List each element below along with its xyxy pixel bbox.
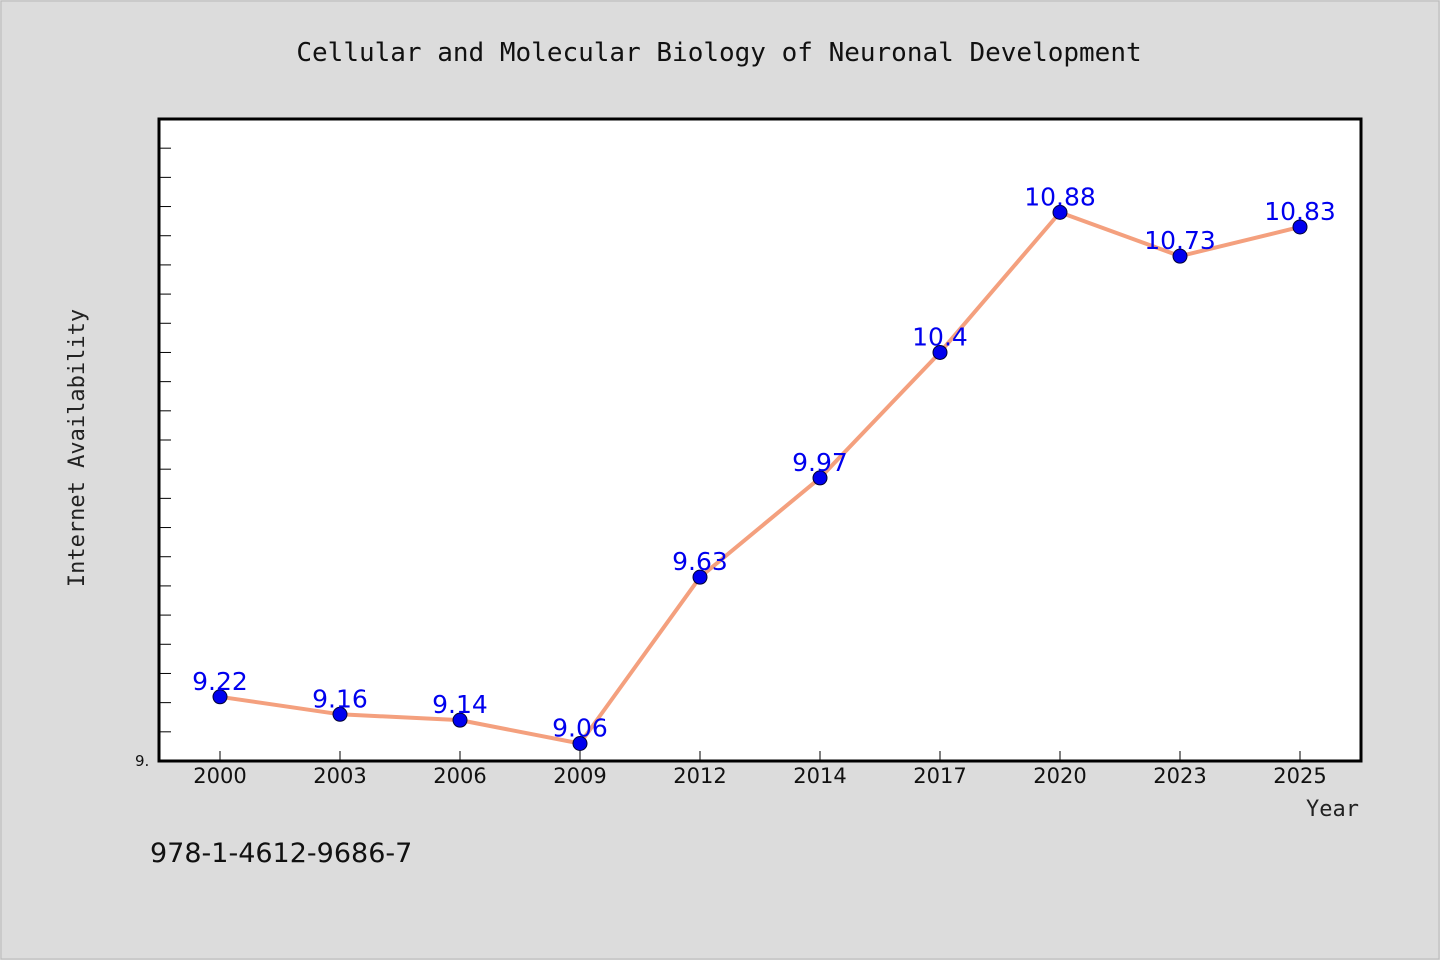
x-tick-label: 2012 [673, 764, 726, 788]
x-tick-label: 2000 [193, 764, 246, 788]
data-label: 9.06 [552, 713, 608, 742]
x-tick-label: 2025 [1273, 764, 1326, 788]
data-label: 10.4 [912, 322, 968, 351]
data-label: 10.73 [1144, 226, 1216, 255]
x-tick-label: 2009 [553, 764, 606, 788]
data-label: 9.63 [672, 547, 728, 576]
y-tick-label: 9. [135, 752, 149, 770]
data-point [812, 470, 828, 486]
x-tick-label: 2020 [1033, 764, 1086, 788]
data-point [212, 689, 228, 705]
series-markers [212, 204, 1308, 751]
data-label: 10.88 [1024, 182, 1096, 211]
plot-area [157, 117, 1363, 763]
x-tick-label: 2003 [313, 764, 366, 788]
chart-title: Cellular and Molecular Biology of Neuron… [296, 38, 1141, 68]
data-label: 9.97 [792, 448, 848, 477]
series-line [218, 210, 1302, 746]
data-label: 9.16 [312, 684, 368, 713]
data-point [332, 706, 348, 722]
x-tick-label: 2006 [433, 764, 486, 788]
caption-text: 978-1-4612-9686-7 [150, 838, 412, 869]
data-point [1052, 204, 1068, 220]
data-label: 9.14 [432, 690, 488, 719]
y-axis-ticks [159, 118, 171, 762]
data-point [1172, 248, 1188, 264]
x-tick-label: 2014 [793, 764, 846, 788]
data-point [572, 735, 588, 751]
y-axis-label: Internet Availability [65, 309, 90, 587]
x-tick-label: 2017 [913, 764, 966, 788]
data-labels: 9.22 9.16 9.14 9.06 9.63 9.97 10.4 10.88 10.73 10… [192, 182, 1336, 742]
data-point [692, 569, 708, 585]
data-label: 9.22 [192, 667, 248, 696]
x-tick-label: 2023 [1153, 764, 1206, 788]
x-axis-label: Year [1306, 797, 1359, 822]
data-label: 10.83 [1264, 197, 1336, 226]
data-point [452, 712, 468, 728]
x-axis-ticks: 2000 2003 2006 2009 2012 2014 2017 2020 2023 2025 [193, 751, 1327, 788]
data-point [932, 344, 948, 360]
data-point [1292, 219, 1308, 235]
